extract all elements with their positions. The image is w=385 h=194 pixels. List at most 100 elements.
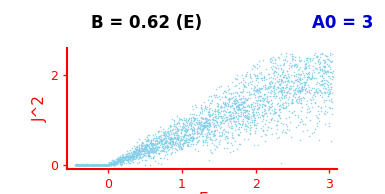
Point (149, 150, 155, 153)
Point (162, 140, 169, 143)
Point (95, 163, 101, 166)
Point (265, 100, 271, 103)
Point (318, 74, 325, 77)
Point (162, 145, 169, 148)
Point (105, 164, 111, 167)
Point (158, 162, 164, 165)
Point (124, 155, 131, 158)
Point (249, 121, 255, 124)
Point (89, 164, 95, 167)
Point (91, 164, 97, 167)
Point (297, 82, 303, 85)
Point (304, 110, 310, 113)
Point (194, 127, 200, 130)
Point (152, 150, 158, 153)
Point (316, 82, 322, 85)
Point (270, 61, 276, 64)
Point (298, 117, 304, 120)
Point (111, 161, 117, 164)
Point (275, 86, 281, 89)
Point (243, 74, 249, 78)
Point (317, 62, 323, 65)
Point (137, 149, 144, 152)
Point (84, 164, 90, 167)
Point (254, 89, 261, 92)
Point (81, 164, 87, 167)
Point (188, 137, 194, 140)
Point (254, 84, 260, 87)
Point (156, 142, 162, 145)
Point (260, 129, 266, 132)
Point (258, 77, 264, 80)
Point (296, 88, 302, 91)
Point (270, 77, 276, 80)
Point (269, 133, 275, 136)
Point (287, 121, 293, 124)
Point (108, 164, 114, 167)
Point (272, 111, 278, 114)
Point (87, 164, 94, 167)
Point (321, 112, 327, 115)
Point (231, 106, 237, 109)
Point (276, 104, 282, 107)
Point (301, 81, 307, 84)
Point (103, 164, 109, 167)
Point (174, 139, 181, 142)
Point (286, 95, 292, 99)
Point (136, 147, 142, 150)
Point (280, 91, 286, 94)
Point (197, 111, 203, 114)
Point (224, 97, 231, 100)
Point (321, 86, 328, 89)
Point (86, 164, 92, 167)
Point (249, 92, 256, 95)
Point (153, 148, 159, 151)
Point (299, 119, 305, 122)
Point (317, 61, 323, 64)
Point (90, 163, 96, 166)
Point (226, 113, 233, 116)
Point (218, 114, 224, 117)
Point (278, 91, 284, 94)
Point (86, 164, 92, 167)
Point (314, 55, 320, 58)
Point (191, 126, 198, 130)
Point (206, 106, 213, 109)
Point (257, 98, 263, 101)
Point (229, 125, 236, 128)
Point (104, 163, 110, 166)
Point (259, 104, 265, 107)
Point (114, 159, 121, 162)
Point (322, 91, 328, 94)
Point (329, 91, 335, 94)
Point (105, 164, 111, 167)
Point (326, 107, 333, 110)
Point (143, 147, 149, 150)
Point (111, 159, 117, 162)
Point (251, 86, 257, 89)
Point (295, 69, 301, 72)
Point (205, 121, 211, 124)
Point (242, 108, 248, 111)
Point (131, 150, 137, 153)
Point (222, 119, 228, 122)
Point (330, 75, 336, 78)
Point (164, 143, 171, 146)
Point (133, 157, 139, 160)
Point (80, 164, 86, 167)
Point (305, 60, 311, 63)
Point (95, 164, 102, 167)
Point (75, 164, 81, 167)
Point (162, 141, 168, 144)
Point (117, 163, 124, 166)
Point (179, 138, 186, 141)
Point (127, 160, 134, 163)
Point (96, 163, 102, 166)
Point (90, 163, 97, 166)
Point (228, 114, 234, 118)
Point (153, 148, 159, 151)
Point (236, 93, 242, 96)
Point (192, 124, 198, 127)
Point (326, 74, 332, 77)
Point (142, 144, 148, 147)
